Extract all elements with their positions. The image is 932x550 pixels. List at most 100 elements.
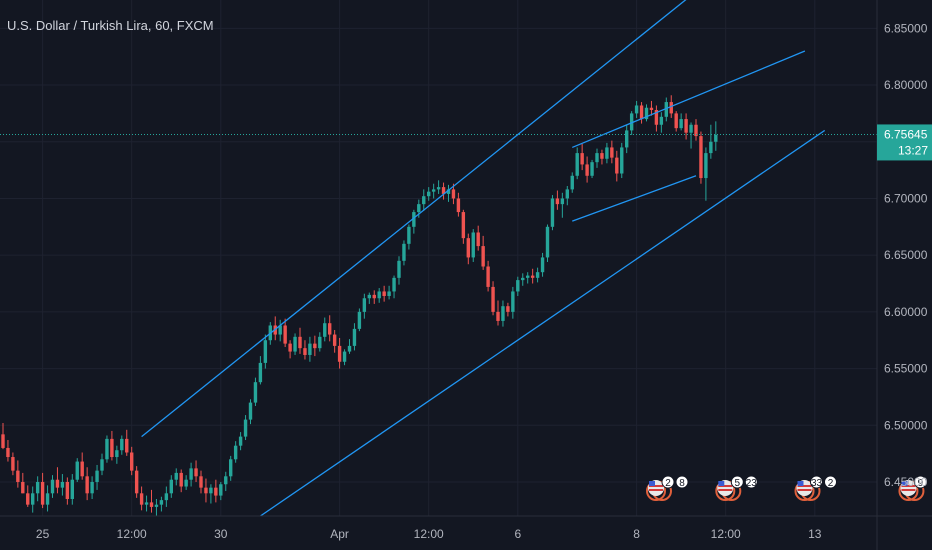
events-layer[interactable]: 2 8 5 23 33 2 9 [646, 475, 927, 501]
event-count-bubble [744, 475, 758, 489]
candle [95, 464, 99, 490]
flag-stripe [718, 485, 733, 487]
event-marker[interactable]: 5 23 [715, 475, 758, 501]
candle-body [644, 107, 649, 120]
y-tick-label: 6.65000 [884, 248, 928, 262]
candle [229, 455, 233, 481]
candle-body [134, 470, 139, 494]
candle [684, 113, 688, 140]
candle [125, 429, 129, 456]
candle-body [540, 257, 545, 273]
flag-canton [901, 481, 908, 486]
flag-canton [649, 481, 655, 486]
candle-body [595, 153, 599, 163]
candle [332, 330, 337, 353]
candle-body [580, 153, 584, 165]
candle [649, 100, 654, 116]
candle-body [90, 481, 94, 494]
candle-body [159, 500, 164, 505]
candle [555, 190, 560, 210]
candle-body [590, 162, 594, 176]
channel-layer[interactable] [141, 0, 826, 516]
candle-body [258, 362, 263, 383]
candle-body [545, 226, 550, 258]
candle [253, 377, 258, 406]
y-axis[interactable]: 6.850006.800006.750006.700006.650006.600… [884, 21, 928, 489]
candle [159, 496, 164, 512]
flag-stripe [901, 485, 916, 487]
channel-line-inner-lower [572, 175, 697, 222]
candle-body [476, 232, 480, 247]
candle-body [154, 504, 159, 507]
candle [248, 399, 253, 425]
candle [40, 472, 45, 509]
candle [412, 209, 416, 234]
candle-body [179, 472, 183, 487]
event-count-label: 9 [918, 478, 924, 489]
candle-body [634, 105, 639, 114]
candle-body [125, 438, 129, 453]
candle-body [31, 493, 35, 505]
candle-body [110, 438, 114, 458]
candle [407, 224, 411, 250]
candle-body [530, 275, 535, 278]
candle [600, 149, 604, 165]
candle-body [486, 266, 490, 287]
candle-body [714, 134, 718, 142]
candle-body [387, 291, 391, 296]
candle [550, 195, 555, 231]
candle-body [11, 457, 15, 471]
candle [233, 441, 238, 463]
y-tick-label: 6.85000 [884, 21, 928, 35]
channel-line-outer-upper [141, 0, 687, 438]
candle [149, 489, 154, 513]
candle-body [21, 481, 25, 494]
candle-body [392, 277, 396, 292]
countdown-label: 13:27 [898, 143, 928, 157]
candle [11, 452, 15, 476]
candle-body [323, 323, 327, 337]
candle-body [130, 452, 134, 471]
event-marker[interactable]: 33 2 [794, 475, 837, 501]
candle [620, 142, 624, 179]
candle-body [422, 196, 426, 205]
candle-body [352, 328, 357, 346]
candle-body [35, 481, 40, 494]
candle [258, 356, 263, 385]
x-axis[interactable]: 25 12:00 30 Apr 12:00 6 8 12:00 13 [36, 527, 822, 541]
candle-layer[interactable] [1, 95, 718, 516]
candle-body [684, 119, 688, 133]
candle [169, 475, 173, 498]
candle [357, 308, 362, 332]
candle [308, 336, 312, 362]
candle-body [600, 153, 604, 159]
candle-body [189, 468, 193, 480]
candle-body [263, 340, 268, 363]
candle [674, 111, 678, 132]
event-marker[interactable]: 9 [898, 475, 927, 501]
candle-body [194, 468, 198, 477]
candle-body [80, 461, 84, 477]
candle-body [669, 102, 673, 114]
candle-body [615, 157, 619, 174]
candle [560, 192, 565, 218]
candle [535, 267, 540, 283]
candle-body [26, 493, 30, 505]
price-tag-layer: 6.75645 13:27 [877, 124, 932, 161]
candle [60, 474, 65, 496]
candle [486, 260, 490, 292]
candle-body [550, 198, 555, 227]
candle-body [466, 238, 470, 258]
x-tick-label: 8 [633, 527, 640, 541]
candle [85, 467, 89, 501]
candle-body [407, 226, 411, 244]
y-tick-label: 6.60000 [884, 305, 928, 319]
event-count-bubble [810, 475, 823, 489]
candle-body [664, 102, 668, 117]
candle [659, 112, 664, 133]
candle [154, 498, 159, 516]
candle [565, 185, 569, 206]
